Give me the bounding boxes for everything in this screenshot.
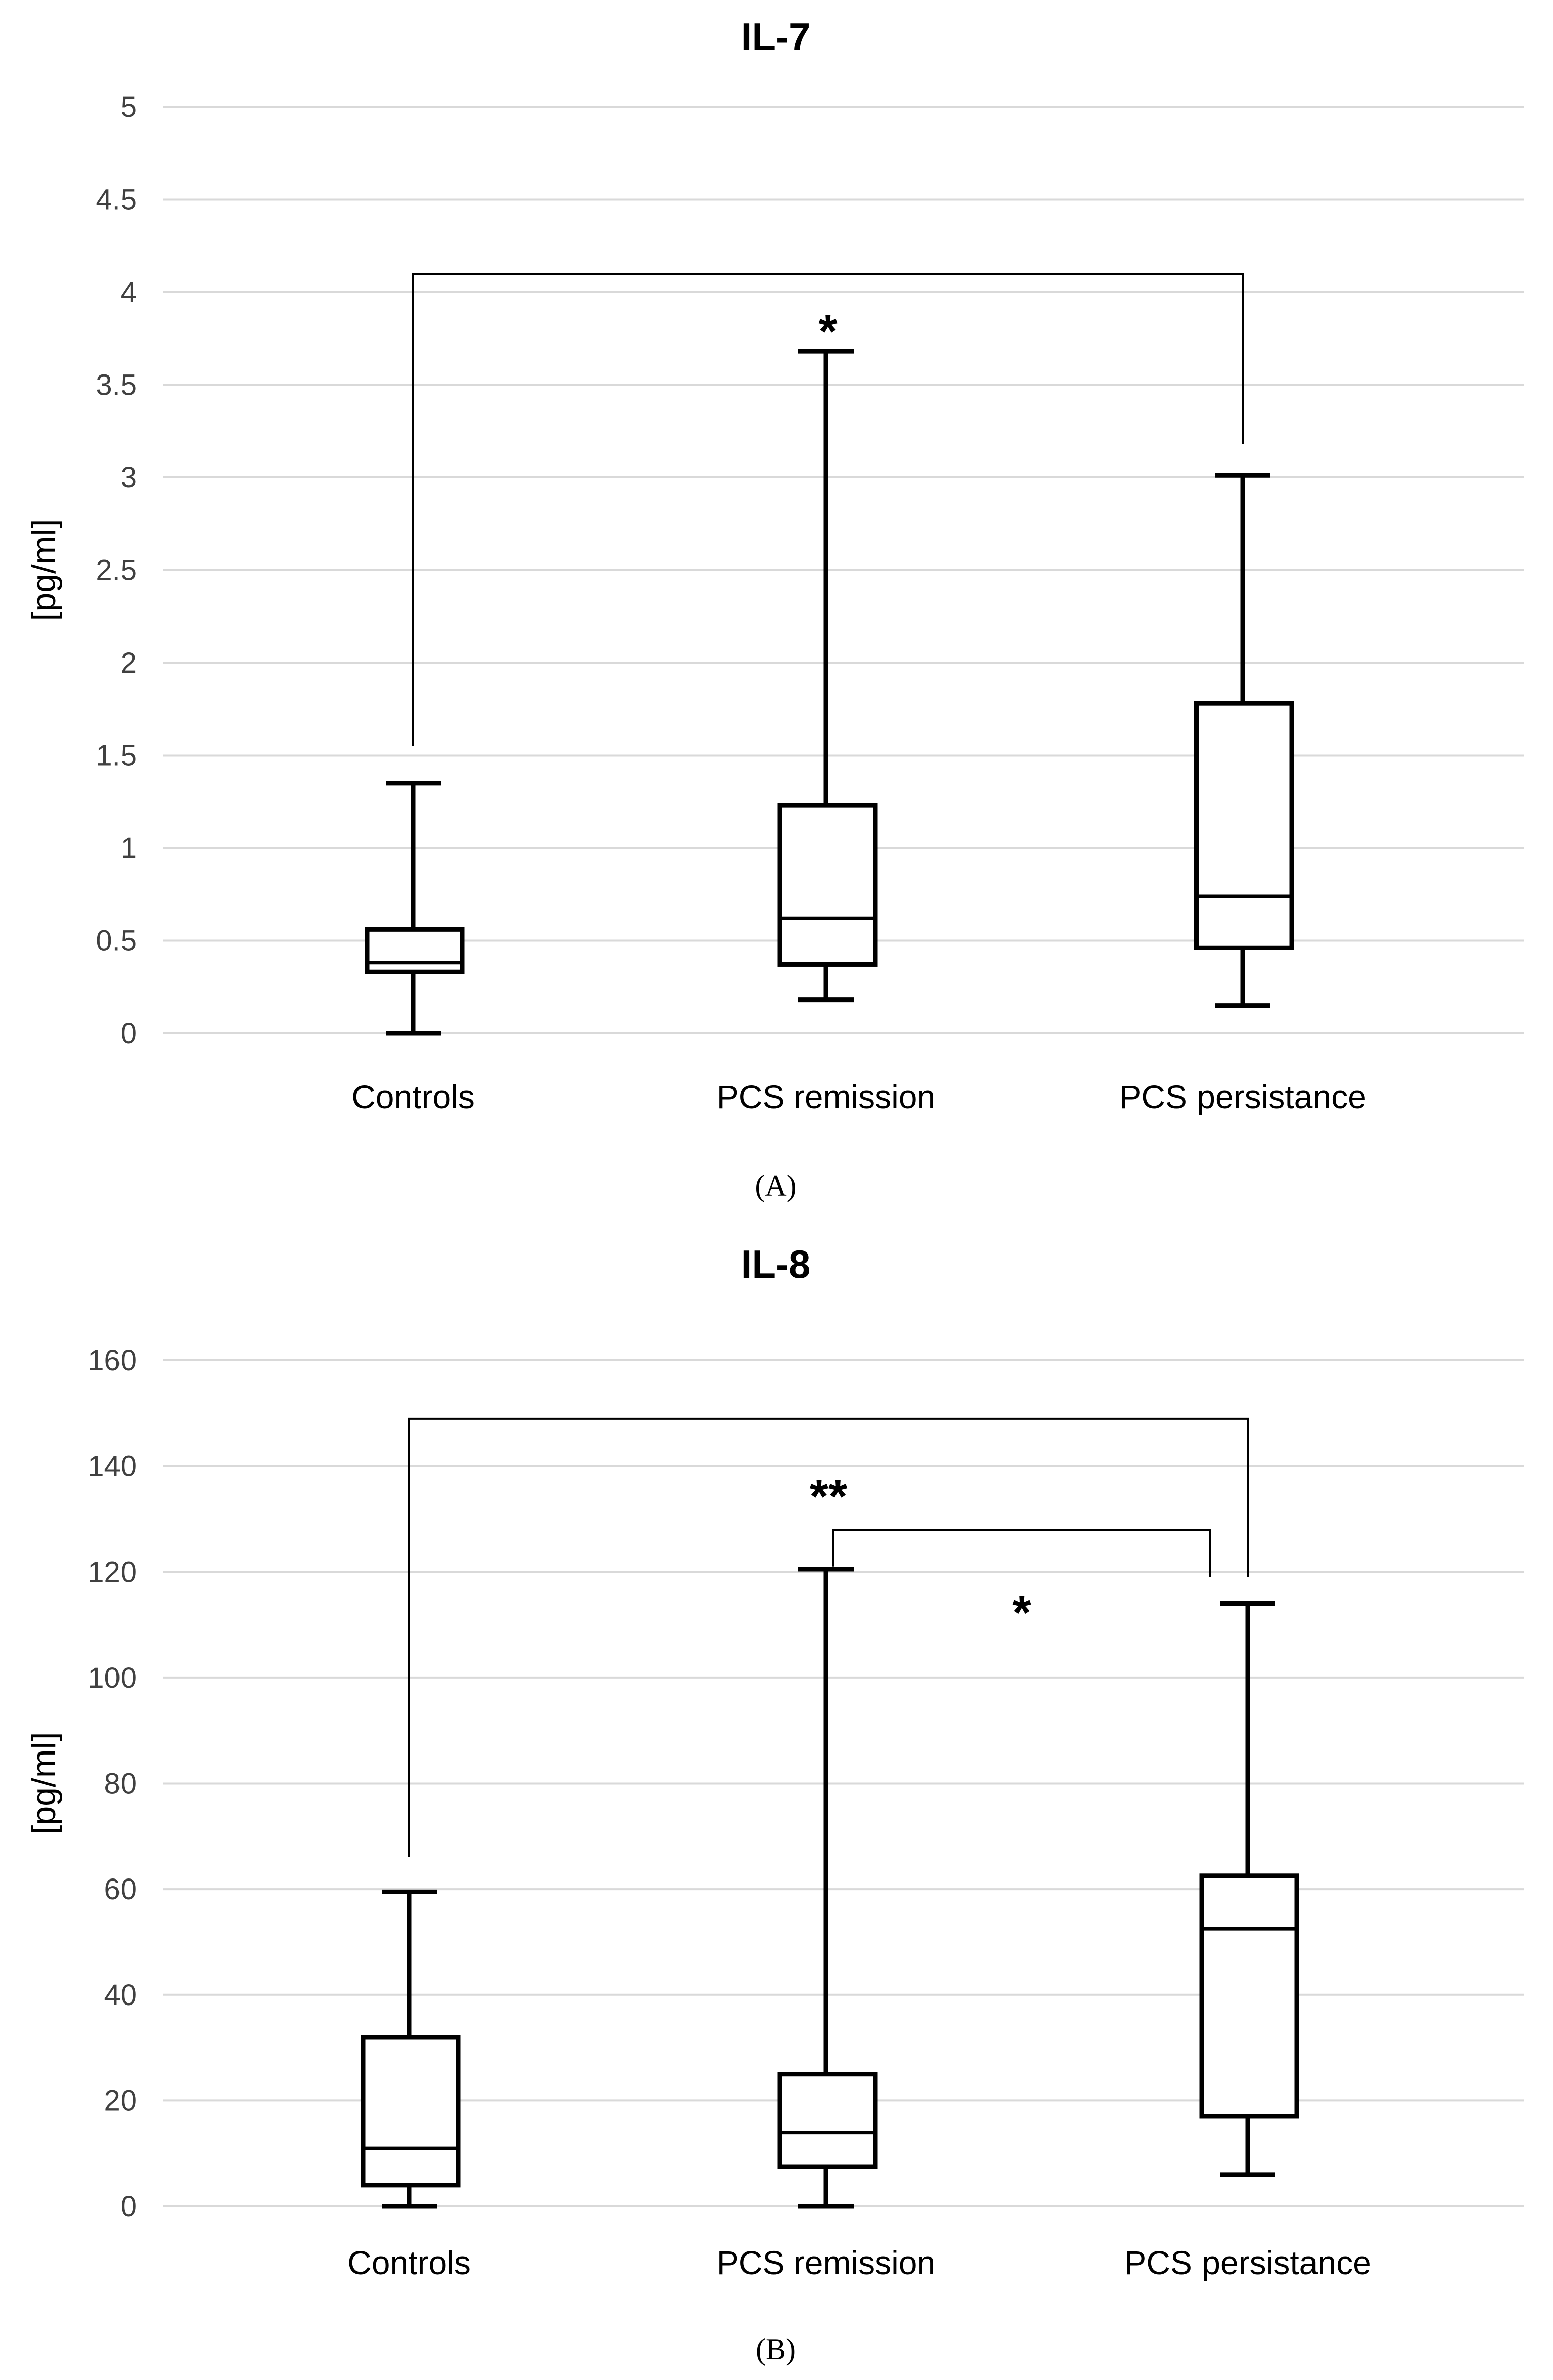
- x-category-label: PCS remission: [716, 2244, 935, 2281]
- box-pcs-persistance: [1194, 473, 1294, 1008]
- chart-title: IL-8: [741, 1242, 811, 1286]
- y-tick-label: 0: [121, 1017, 137, 1050]
- y-tick-label: 3: [121, 461, 137, 494]
- x-category-label: Controls: [347, 2244, 471, 2281]
- y-tick-label: 140: [88, 1450, 137, 1483]
- panel-label: (A): [755, 1169, 796, 1202]
- y-tick-label: 120: [88, 1556, 137, 1588]
- y-tick-label: 1: [121, 832, 137, 864]
- y-tick-label: 5: [121, 91, 137, 123]
- chart-panel-a: IL-7 0 0.5 1 1.5 2 2.5 3 3.5 4 4.5 5 [pg/ml] Controls…: [25, 15, 1524, 1202]
- iqr-box: [1194, 701, 1294, 950]
- significance-marker: *: [818, 305, 838, 358]
- significance-marker: **: [810, 1470, 848, 1524]
- iqr-box: [361, 2035, 461, 2188]
- x-category-label: PCS persistance: [1124, 2244, 1371, 2281]
- significance-marker: *: [1012, 1586, 1031, 1640]
- x-category-label: PCS remission: [716, 1078, 935, 1115]
- y-tick-label: 4: [121, 276, 137, 309]
- iqr-box: [777, 803, 878, 967]
- y-tick-label: 2: [121, 647, 137, 679]
- chart-panel-b: IL-8 0 20 40 60 80 100 120 140 160 [pg/ml] Controls…: [25, 1242, 1524, 2366]
- y-tick-label: 4.5: [96, 184, 137, 216]
- box-controls: [365, 781, 465, 1036]
- iqr-box: [365, 927, 465, 974]
- significance-bracket: [412, 273, 1244, 746]
- y-tick-label: 3.5: [96, 369, 137, 402]
- y-tick-label: 0.5: [96, 925, 137, 957]
- iqr-box: [777, 2072, 878, 2169]
- box-pcs-remission: [777, 1567, 878, 2209]
- y-tick-label: 2.5: [96, 554, 137, 587]
- significance-bracket: [408, 1417, 1249, 1857]
- box-pcs-remission: [777, 349, 878, 1003]
- box-pcs-persistance: [1199, 1601, 1299, 2177]
- x-category-label: Controls: [351, 1078, 475, 1115]
- y-axis-label: [pg/ml]: [25, 519, 63, 621]
- y-axis-label: [pg/ml]: [25, 1732, 63, 1834]
- y-tick-label: 1.5: [96, 739, 137, 772]
- significance-bracket: [832, 1529, 1211, 1577]
- y-tick-label: 40: [104, 1979, 137, 2012]
- x-category-label: PCS persistance: [1119, 1078, 1366, 1115]
- iqr-box: [1199, 1873, 1299, 2119]
- box-controls: [361, 1889, 461, 2209]
- y-tick-label: 0: [121, 2190, 137, 2223]
- panel-label: (B): [756, 2333, 796, 2366]
- y-tick-label: 100: [88, 1662, 137, 1694]
- y-tick-label: 60: [104, 1873, 137, 1906]
- chart-title: IL-7: [741, 15, 811, 59]
- y-tick-label: 160: [88, 1344, 137, 1377]
- y-tick-label: 20: [104, 2084, 137, 2117]
- y-tick-label: 80: [104, 1768, 137, 1800]
